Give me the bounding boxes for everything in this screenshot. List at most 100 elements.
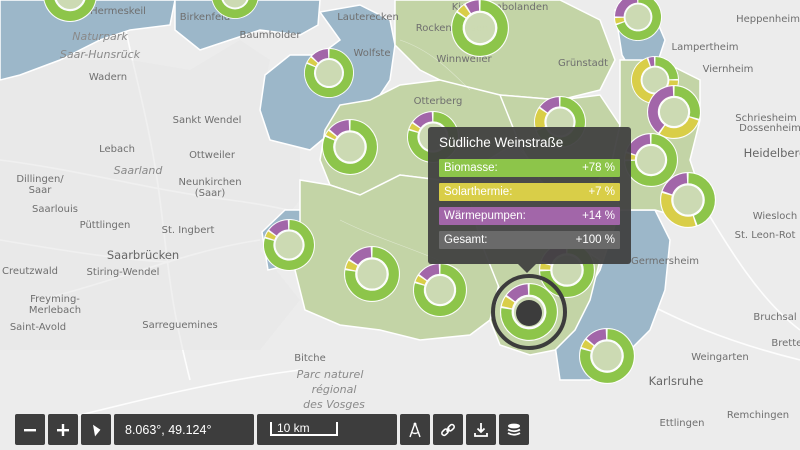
place-label: Bruchsal bbox=[753, 312, 796, 323]
region-donut-chart[interactable] bbox=[43, 0, 97, 22]
region-donut-chart[interactable] bbox=[211, 0, 259, 19]
layers-button[interactable] bbox=[499, 414, 529, 445]
download-button[interactable] bbox=[466, 414, 496, 445]
place-label: Baumholder bbox=[240, 30, 302, 41]
region-donut-chart[interactable] bbox=[647, 85, 701, 139]
zoom-in-button[interactable] bbox=[48, 414, 78, 445]
place-label: Otterberg bbox=[414, 96, 463, 107]
tooltip-row-label: Biomasse: bbox=[444, 162, 498, 174]
donut-segment bbox=[626, 134, 651, 155]
donut-segment bbox=[265, 231, 277, 240]
place-label: Grünstadt bbox=[558, 58, 608, 69]
region-donut-chart[interactable] bbox=[624, 133, 678, 187]
place-label: Heppenheim bbox=[736, 14, 800, 25]
place-label: Karlsruhe bbox=[649, 374, 704, 388]
place-label: Viernheim bbox=[703, 64, 754, 75]
place-label: Saint-Avold bbox=[10, 322, 66, 333]
tooltip-row-waermepumpen: Wärmepumpen: +14 % bbox=[439, 207, 620, 225]
donut-segment bbox=[409, 123, 421, 132]
map-toolbar: 8.063°, 49.124° 10 km bbox=[15, 414, 529, 445]
place-label: Creutzwald bbox=[2, 266, 58, 277]
tooltip-row-value: +78 % bbox=[582, 162, 615, 174]
donut-segment bbox=[419, 264, 440, 281]
donut-segment bbox=[648, 86, 674, 133]
place-label: Sankt Wendel bbox=[173, 115, 242, 126]
measure-button[interactable] bbox=[400, 414, 430, 445]
donut-segment bbox=[452, 0, 508, 56]
place-label: St. Leon-Rot bbox=[735, 230, 796, 241]
region-north-west[interactable] bbox=[0, 0, 176, 81]
share-link-button[interactable] bbox=[433, 414, 463, 445]
donut-segment bbox=[345, 247, 399, 301]
donut-segment bbox=[323, 120, 377, 174]
place-label: Schriesheim bbox=[735, 113, 796, 124]
place-label: Wolfste bbox=[353, 48, 390, 59]
scale-bar-line bbox=[270, 422, 338, 436]
place-label: Saar-Hunsrück bbox=[60, 48, 141, 61]
donut-segment bbox=[648, 56, 655, 67]
place-label: Wadern bbox=[89, 72, 127, 83]
download-icon bbox=[474, 422, 488, 437]
place-label: Freyming- bbox=[30, 294, 80, 305]
place-label: Winnweiler bbox=[436, 54, 492, 65]
place-label: Parc naturel bbox=[297, 368, 364, 381]
place-label: (Saar) bbox=[195, 188, 226, 199]
place-label: Remchingen bbox=[727, 410, 789, 421]
donut-segment bbox=[580, 329, 634, 383]
region-donut-chart[interactable] bbox=[322, 119, 378, 175]
scale-bar: 10 km bbox=[257, 414, 397, 445]
region-donut-chart[interactable] bbox=[344, 246, 400, 302]
place-label: St. Ingbert bbox=[162, 225, 215, 236]
donut-segment bbox=[349, 247, 372, 265]
region-birkenfeld[interactable] bbox=[174, 0, 321, 51]
tooltip-row-label: Gesamt: bbox=[444, 234, 488, 246]
link-icon bbox=[441, 423, 455, 436]
donut-segment bbox=[586, 329, 607, 346]
place-label: Bretten bbox=[771, 338, 800, 349]
place-label: Sarreguemines bbox=[142, 320, 218, 331]
place-label: Birkenfeld bbox=[180, 12, 230, 23]
place-label: Naturpark bbox=[72, 30, 128, 43]
selected-region-ring bbox=[491, 274, 567, 350]
coordinates-display: 8.063°, 49.124° bbox=[114, 414, 254, 445]
region-donut-chart[interactable] bbox=[304, 48, 354, 98]
donut-segment bbox=[625, 134, 677, 186]
donut-segment bbox=[269, 220, 289, 236]
region-outline bbox=[0, 40, 300, 350]
donut-segment bbox=[325, 130, 337, 140]
donut-segment bbox=[305, 49, 353, 97]
place-label: Saarlouis bbox=[32, 204, 78, 215]
place-label: Neunkirchen bbox=[178, 177, 241, 188]
region-donut-chart[interactable] bbox=[263, 219, 315, 271]
donut-segment bbox=[616, 0, 662, 40]
compass-button[interactable] bbox=[81, 414, 111, 445]
donut-segment bbox=[581, 339, 594, 351]
region-donut-chart[interactable] bbox=[413, 263, 467, 317]
donut-segment bbox=[414, 264, 466, 316]
place-label: Heidelberg bbox=[744, 146, 800, 160]
donut-segment bbox=[44, 0, 96, 21]
region-donut-chart[interactable] bbox=[614, 0, 662, 41]
region-donut-chart[interactable] bbox=[660, 172, 716, 228]
place-label: Germersheim bbox=[631, 256, 699, 267]
donut-segment bbox=[661, 192, 696, 227]
tooltip-row-label: Wärmepumpen: bbox=[444, 210, 526, 222]
place-label: Bitche bbox=[294, 353, 326, 364]
tooltip-row-label: Solarthermie: bbox=[444, 186, 513, 198]
compass-icon bbox=[93, 424, 101, 436]
measure-icon bbox=[409, 422, 421, 437]
zoom-out-button[interactable] bbox=[15, 414, 45, 445]
region-donut-chart[interactable] bbox=[579, 328, 635, 384]
donut-segment bbox=[506, 284, 529, 302]
donut-segment bbox=[345, 260, 358, 271]
donut-segment bbox=[415, 275, 427, 285]
donut-segment bbox=[654, 56, 679, 80]
place-label: régional bbox=[312, 383, 357, 396]
tooltip-row-value: +100 % bbox=[575, 234, 615, 246]
donut-segment bbox=[311, 49, 329, 63]
place-label: Ettlingen bbox=[660, 418, 705, 429]
tooltip-row-value: +7 % bbox=[588, 186, 615, 198]
place-label: Dossenheim bbox=[739, 123, 800, 134]
region-donut-chart[interactable] bbox=[451, 0, 509, 57]
